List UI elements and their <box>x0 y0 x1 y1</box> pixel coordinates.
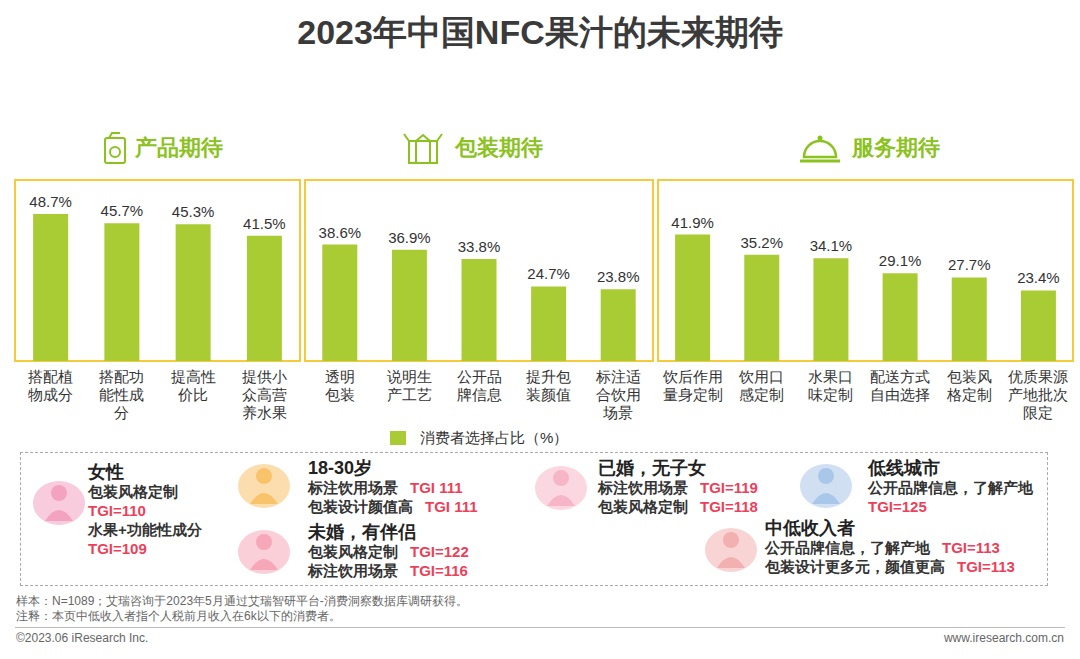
svg-text:包装风: 包装风 <box>947 368 992 385</box>
svg-text:38.6%: 38.6% <box>319 224 362 241</box>
svg-text:物成分: 物成分 <box>28 386 73 403</box>
html-text:TGI=113: TGI=113 <box>957 558 1015 575</box>
svg-text:饮后作用: 饮后作用 <box>662 368 723 385</box>
svg-text:搭配功: 搭配功 <box>99 368 144 385</box>
html-text:包装期待: 包装期待 <box>455 135 543 160</box>
html-text:标注饮用场景: 标注饮用场景 <box>308 479 398 496</box>
svg-text:23.8%: 23.8% <box>597 268 640 285</box>
html-text:2023年中国NFC果汁的未来期待: 2023年中国NFC果汁的未来期待 <box>297 13 783 51</box>
svg-text:公开品: 公开品 <box>457 368 502 385</box>
html-text:产品期待: 产品期待 <box>135 135 223 160</box>
svg-text:场景: 场景 <box>602 404 633 421</box>
html-text:TGI=113: TGI=113 <box>942 539 1000 556</box>
html-text:女性: 女性 <box>88 462 124 482</box>
svg-text:45.7%: 45.7% <box>101 202 144 219</box>
html-text:样本：N=1089；艾瑞咨询于2023年5月通过艾瑞智研平台: 样本：N=1089；艾瑞咨询于2023年5月通过艾瑞智研平台-消费洞察数据库调研… <box>16 594 468 608</box>
svg-text:量身定制: 量身定制 <box>663 386 723 403</box>
svg-text:提升包: 提升包 <box>526 368 571 385</box>
svg-text:说明生: 说明生 <box>387 368 432 385</box>
html-text:TGI=119: TGI=119 <box>700 479 758 496</box>
svg-text:29.1%: 29.1% <box>879 252 922 269</box>
html-text:消费者选择占比（%）: 消费者选择占比（%） <box>420 429 569 446</box>
svg-text:产地批次: 产地批次 <box>1008 386 1068 403</box>
html-text:TGI 111: TGI 111 <box>425 498 478 515</box>
svg-text:水果口: 水果口 <box>808 368 853 385</box>
svg-text:能性成: 能性成 <box>99 386 144 403</box>
html-text:标注饮用场景: 标注饮用场景 <box>598 479 688 496</box>
svg-text:感定制: 感定制 <box>739 386 784 403</box>
html-text:TGI=122: TGI=122 <box>410 543 469 560</box>
svg-text:35.2%: 35.2% <box>740 234 783 251</box>
html-text:©2023.06 iResearch Inc.: ©2023.06 iResearch Inc. <box>16 631 149 645</box>
html-text:已婚，无子女: 已婚，无子女 <box>598 458 706 478</box>
html-text:包装风格定制: 包装风格定制 <box>598 498 688 515</box>
svg-text:提高性: 提高性 <box>171 368 216 385</box>
html-text:注释：本页中低收入者指个人税前月收入在6k以下的消费者。: 注释：本页中低收入者指个人税前月收入在6k以下的消费者。 <box>16 609 341 623</box>
html-text:www.iresearch.com.cn: www.iresearch.com.cn <box>944 631 1064 645</box>
html-text:TGI=116: TGI=116 <box>410 562 468 579</box>
svg-text:限定: 限定 <box>1023 404 1053 421</box>
svg-text:味定制: 味定制 <box>808 386 853 403</box>
html-text:包装风格定制: 包装风格定制 <box>88 483 178 500</box>
html-text:未婚，有伴侣: 未婚，有伴侣 <box>308 522 416 542</box>
svg-text:45.3%: 45.3% <box>172 203 215 220</box>
svg-text:自由选择: 自由选择 <box>870 386 930 403</box>
svg-text:41.5%: 41.5% <box>243 215 286 232</box>
svg-text:搭配植: 搭配植 <box>28 368 73 385</box>
html-text:低线城市: 低线城市 <box>868 458 940 478</box>
svg-text:合饮用: 合饮用 <box>596 386 641 403</box>
svg-text:36.9%: 36.9% <box>388 229 431 246</box>
svg-text:透明: 透明 <box>325 368 355 385</box>
svg-text:饮用口: 饮用口 <box>738 368 784 385</box>
html-text:水果+功能性成分: 水果+功能性成分 <box>88 521 202 538</box>
html-text:包装设计更多元，颜值更高: 包装设计更多元，颜值更高 <box>765 558 945 575</box>
html-text:服务期待: 服务期待 <box>852 135 940 160</box>
svg-text:众高营: 众高营 <box>242 386 287 403</box>
html-text:TGI=109: TGI=109 <box>88 540 147 557</box>
html-text:公开品牌信息，了解产地: 公开品牌信息，了解产地 <box>765 539 930 556</box>
html-text:TGI=118: TGI=118 <box>700 498 758 515</box>
svg-text:产工艺: 产工艺 <box>387 386 432 403</box>
svg-text:牌信息: 牌信息 <box>457 386 502 403</box>
html-text:中低收入者: 中低收入者 <box>765 518 855 538</box>
svg-text:23.4%: 23.4% <box>1017 269 1060 286</box>
svg-text:标注适: 标注适 <box>595 368 641 385</box>
html-text:标注饮用场景: 标注饮用场景 <box>308 562 398 579</box>
svg-text:34.1%: 34.1% <box>810 237 853 254</box>
svg-text:33.8%: 33.8% <box>458 238 501 255</box>
html-text:TGI=125: TGI=125 <box>868 498 927 515</box>
html-text:18-30岁: 18-30岁 <box>308 458 372 478</box>
svg-text:养水果: 养水果 <box>242 404 287 421</box>
html-text:公开品牌信息，了解产地: 公开品牌信息，了解产地 <box>868 479 1033 496</box>
svg-text:48.7%: 48.7% <box>29 193 72 210</box>
svg-text:配送方式: 配送方式 <box>870 368 930 385</box>
html-text:TGI=110: TGI=110 <box>88 502 146 519</box>
html-text:包装设计颜值高: 包装设计颜值高 <box>308 498 413 515</box>
svg-text:24.7%: 24.7% <box>527 265 570 282</box>
html-text:TGI 111: TGI 111 <box>410 479 463 496</box>
svg-text:分: 分 <box>114 404 129 421</box>
svg-text:装颜值: 装颜值 <box>526 386 571 403</box>
html-text:包装风格定制: 包装风格定制 <box>308 543 398 560</box>
svg-text:27.7%: 27.7% <box>948 256 991 273</box>
svg-text:格定制: 格定制 <box>946 386 992 403</box>
svg-text:包装: 包装 <box>325 386 355 403</box>
svg-text:优质果源: 优质果源 <box>1008 368 1068 385</box>
svg-text:41.9%: 41.9% <box>671 214 714 231</box>
svg-text:提供小: 提供小 <box>242 368 287 385</box>
svg-text:价比: 价比 <box>177 386 208 403</box>
